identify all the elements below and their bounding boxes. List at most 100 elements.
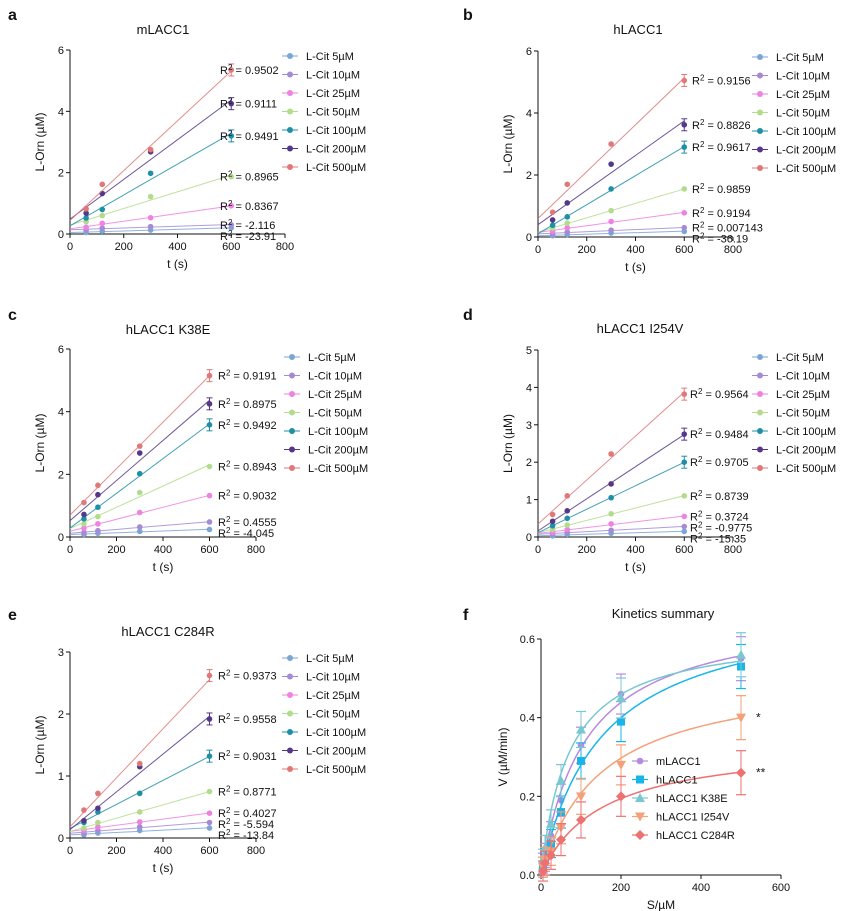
y-tick-label: 0.4: [520, 713, 535, 725]
legend-marker: [757, 391, 763, 397]
legend-item: L-Cit 100µM: [752, 426, 836, 438]
r2-label: R2 = -2.116: [220, 218, 275, 232]
legend-marker: [757, 54, 763, 60]
mm-curve-hLACC1: [540, 662, 742, 876]
r2-label: R2 = 0.9156: [692, 73, 751, 87]
mm-curve-hLACC1 I254V: [540, 716, 742, 876]
data-point: [617, 717, 625, 726]
legend-item: L-Cit 25µM: [282, 88, 360, 100]
data-point: [147, 223, 154, 230]
panel-label: b: [463, 7, 473, 24]
data-point: [206, 753, 213, 759]
data-point: [81, 511, 87, 518]
y-tick-label: 2: [58, 709, 64, 721]
legend-item: L-Cit 5µM: [752, 352, 824, 364]
y-tick-label: 2: [58, 469, 64, 481]
legend-marker: [287, 655, 293, 661]
legend-item: L-Cit 50µM: [284, 408, 362, 420]
legend-label: L-Cit 500µM: [776, 463, 836, 475]
data-point: [576, 724, 586, 734]
chart-panel-f: f Kinetics summary 0 200 400 600 0.0 0.2 0.4 0.6 S…: [463, 606, 790, 911]
data-point: [546, 850, 556, 861]
x-tick-label: 200: [578, 544, 596, 556]
r2-label: R2 = 0.9502: [220, 63, 279, 77]
legend-label: hLACC1 I254V: [656, 812, 730, 824]
legend-item: L-Cit 200µM: [282, 144, 366, 156]
legend-item: L-Cit 500µM: [282, 764, 366, 776]
y-tick-label: 0: [526, 232, 532, 244]
legend-marker: [289, 354, 295, 360]
data-point: [546, 818, 556, 828]
legend-label: L-Cit 10µM: [306, 672, 360, 684]
data-point: [549, 209, 556, 215]
legend-item: L-Cit 500µM: [752, 463, 836, 475]
legend-marker: [287, 71, 293, 78]
fit-line-L-Cit 50µM: [69, 464, 210, 530]
legend-label: L-Cit 50µM: [308, 408, 362, 420]
legend-marker: [757, 428, 763, 434]
legend-marker: [287, 127, 293, 133]
x-axis-label: t (s): [625, 560, 646, 574]
legend-marker: [287, 729, 293, 735]
y-tick-label: 0: [526, 532, 532, 544]
chart-title: hLACC1 C284R: [121, 624, 214, 639]
legend-label: L-Cit 100µM: [776, 426, 836, 438]
significance-mark: **: [756, 766, 766, 780]
data-point: [95, 824, 101, 830]
x-tick-label: 0: [535, 544, 541, 556]
x-tick-label: 800: [724, 544, 742, 556]
legend-label: L-Cit 100µM: [776, 126, 836, 138]
data-point: [556, 834, 566, 845]
data-point: [83, 210, 89, 216]
r2-label: R2 = 0.9558: [218, 712, 277, 726]
legend-label: L-Cit 500µM: [306, 764, 366, 776]
r2-label: R2 = 0.007143: [692, 221, 763, 235]
legend-marker: [757, 354, 763, 360]
data-point: [136, 819, 143, 825]
data-point: [681, 121, 688, 128]
legend-label: L-Cit 50µM: [306, 107, 360, 119]
legend-item: hLACC1 I254V: [632, 812, 730, 824]
x-tick-label: 800: [276, 241, 294, 253]
data-point: [95, 521, 101, 527]
data-point: [136, 528, 143, 535]
legend-marker: [635, 812, 645, 822]
data-point: [206, 526, 213, 533]
panel-label: c: [8, 307, 17, 324]
data-point: [608, 207, 614, 214]
y-axis-label: L-Orn (µM): [501, 414, 515, 473]
legend-label: L-Cit 10µM: [776, 371, 830, 383]
data-point: [136, 790, 143, 797]
data-point: [206, 819, 213, 826]
data-point: [95, 513, 101, 520]
data-point: [736, 649, 746, 659]
x-tick-label: 800: [724, 244, 742, 256]
data-point: [206, 463, 213, 470]
data-point: [95, 805, 101, 812]
chart-title: mLACC1: [137, 22, 190, 37]
legend-item: L-Cit 100µM: [282, 727, 366, 739]
x-tick-label: 800: [247, 544, 265, 556]
data-point: [206, 372, 213, 379]
r2-label: R2 = -0.9775: [690, 520, 752, 534]
fit-line-L-Cit 200µM: [69, 99, 232, 220]
y-tick-label: 0.6: [520, 634, 535, 646]
data-point: [736, 767, 746, 778]
data-point: [564, 220, 571, 226]
legend-item: L-Cit 100µM: [284, 426, 368, 438]
legend-marker: [757, 72, 763, 79]
legend-marker: [287, 164, 293, 170]
r2-label: R2 = 0.9031: [218, 749, 277, 763]
legend-marker: [287, 145, 293, 152]
legend-label: L-Cit 25µM: [776, 89, 830, 101]
data-point: [206, 716, 213, 722]
data-point: [681, 493, 688, 499]
data-point: [81, 825, 87, 831]
legend-item: L-Cit 5µM: [752, 52, 824, 64]
chart-title: hLACC1: [613, 22, 662, 37]
r2-label: R2 = -5.594: [218, 817, 274, 831]
legend-item: L-Cit 10µM: [284, 371, 362, 383]
legend-item: L-Cit 25µM: [284, 389, 362, 401]
data-point: [608, 521, 614, 527]
data-point: [136, 470, 143, 477]
